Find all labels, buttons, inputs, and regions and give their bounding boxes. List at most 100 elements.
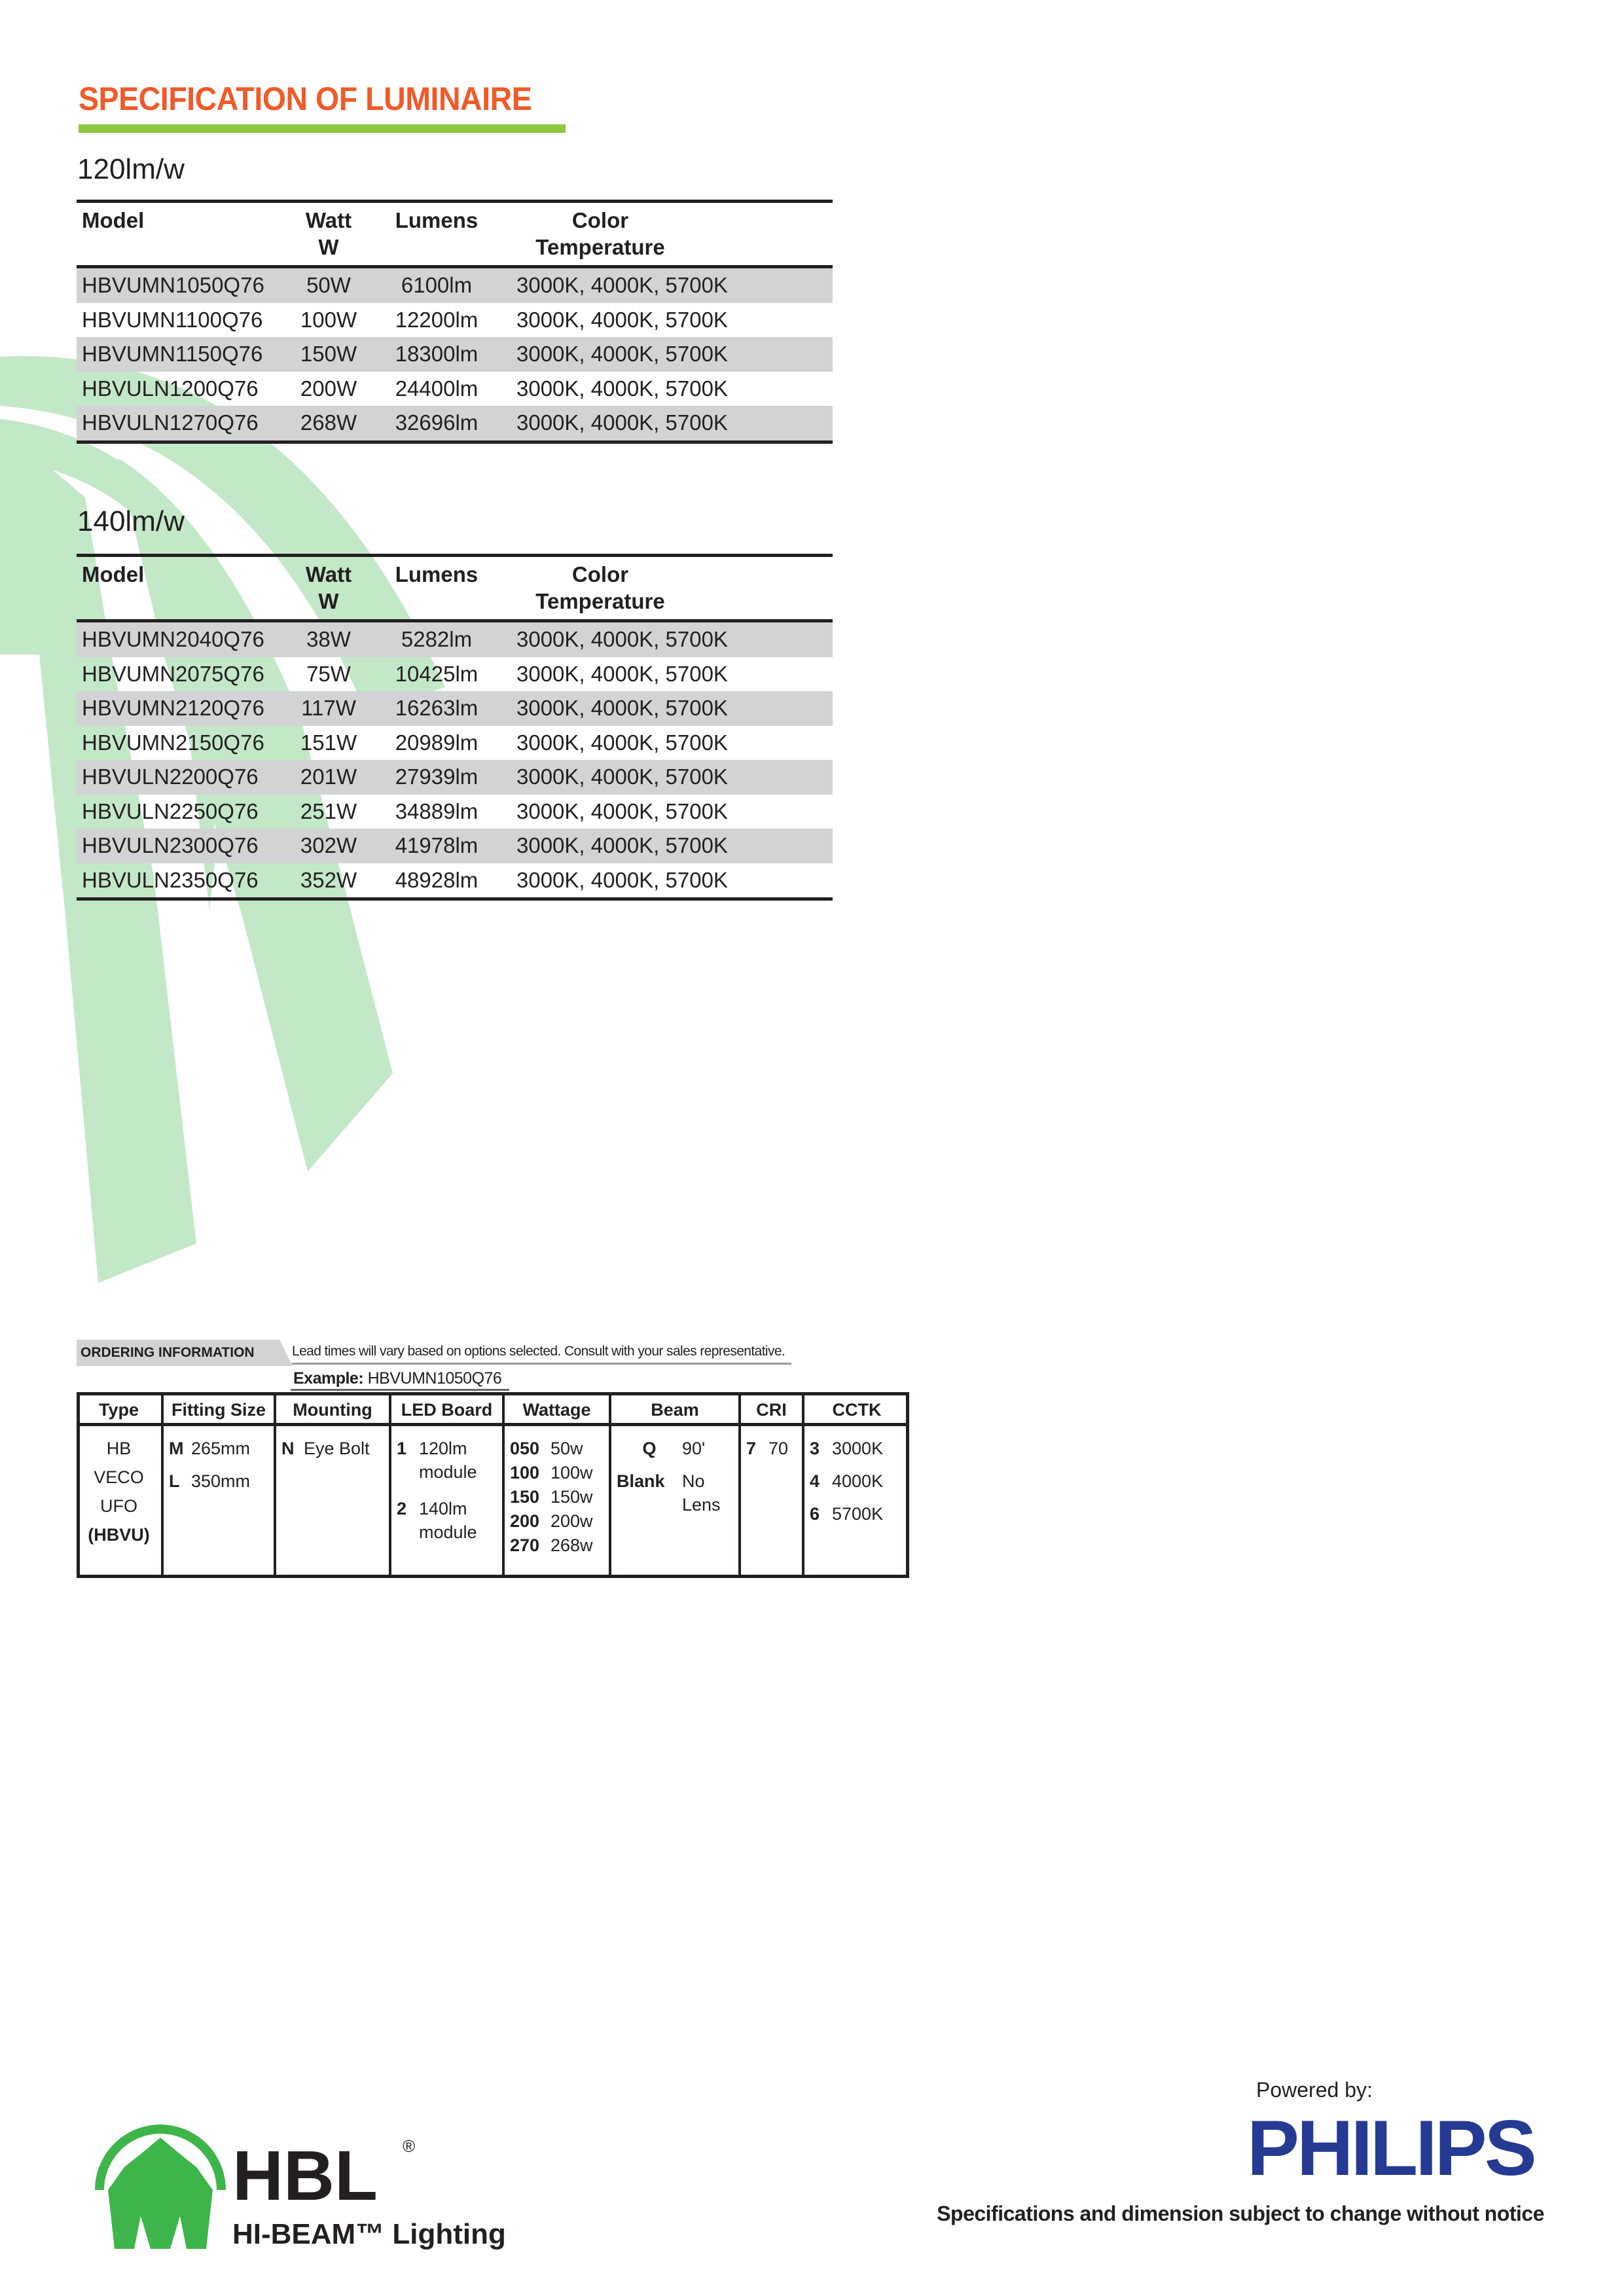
ordering-option: 1 120lm module [397, 1437, 497, 1484]
cell-watt: 150W [300, 342, 357, 366]
ordering-column-header: LED Board [391, 1395, 502, 1426]
cell-lumens: 48928lm [395, 867, 478, 892]
cell-watt: 268W [300, 410, 357, 435]
header-model: Model [82, 562, 145, 586]
option-value: 268w [550, 1535, 593, 1555]
ordering-option: 6 5700K [810, 1502, 904, 1526]
cell-color-temp: 3000K, 4000K, 5700K [516, 696, 728, 720]
option-value: HB [106, 1439, 132, 1458]
cell-model: HBVUMN1100Q76 [82, 307, 263, 332]
ordering-column-body: 1 120lm module 2 140lm module [391, 1426, 502, 1568]
ordering-option: 100 100w [510, 1461, 604, 1485]
table-header: Model Watt W Lumens Color Temperature [77, 203, 833, 268]
ordering-option: VECO [82, 1465, 156, 1489]
cell-color-temp: 3000K, 4000K, 5700K [516, 410, 728, 435]
ordering-option: N Eye Bolt [281, 1437, 384, 1460]
table-row: HBVUMN2075Q76 75W 10425lm 3000K, 4000K, 570… [77, 657, 833, 692]
table-row: HBVULN1270Q76 268W 32696lm 3000K, 4000K, 57… [77, 406, 833, 440]
header-watt: Watt [305, 208, 352, 232]
cell-watt: 100W [300, 307, 357, 332]
table-heading-140: 140lm/w [77, 505, 185, 537]
option-code: Blank [617, 1471, 665, 1491]
option-code: 4 [810, 1471, 820, 1491]
option-value: 4000K [832, 1471, 884, 1491]
ordering-column-header: Beam [611, 1395, 738, 1426]
cell-model: HBVULN2250Q76 [82, 798, 259, 823]
ordering-option: 050 50w [510, 1437, 604, 1461]
ordering-column-body: 3 3000K 4 4000K 6 5700K [804, 1426, 909, 1545]
header-lumens: Lumens [395, 562, 478, 586]
cell-watt: 251W [300, 798, 357, 823]
hbl-tagline: HI-BEAM™ Lighting [232, 2218, 506, 2250]
option-code: 1 [397, 1439, 407, 1458]
option-code: 100 [510, 1463, 540, 1482]
table-row: HBVULN2200Q76 201W 27939lm 3000K, 4000K, 57… [77, 760, 833, 795]
cell-lumens: 18300lm [395, 342, 478, 366]
ordering-column: CCTK 3 3000K 4 4000K 6 5700K [804, 1395, 909, 1575]
option-value: VECO [94, 1467, 144, 1487]
header-watt: Watt [305, 562, 352, 586]
ordering-column-header: CRI [741, 1395, 802, 1426]
cell-lumens: 24400lm [395, 376, 478, 401]
ordering-column-header: Fitting Size [164, 1395, 274, 1426]
example-value: HBVUMN1050Q76 [367, 1369, 502, 1388]
table-row: HBVULN2350Q76 352W 48928lm 3000K, 4000K, 57… [77, 863, 833, 898]
cell-model: HBVUMN2075Q76 [82, 661, 264, 686]
option-value: 3000K [832, 1439, 884, 1458]
cell-color-temp: 3000K, 4000K, 5700K [516, 273, 728, 297]
ordering-column-header: CCTK [804, 1395, 909, 1426]
cell-lumens: 27939lm [395, 764, 478, 789]
cell-color-temp: 3000K, 4000K, 5700K [516, 730, 728, 755]
header-color-2: Temperature [535, 235, 665, 259]
ordering-example: Example: HBVUMN1050Q76 [291, 1369, 510, 1391]
option-value: 140lm module [419, 1499, 477, 1542]
page-title: SPECIFICATION OF LUMINAIRE [79, 81, 532, 117]
header-model: Model [82, 208, 145, 232]
option-code: M [169, 1439, 184, 1458]
cell-color-temp: 3000K, 4000K, 5700K [516, 764, 728, 789]
cell-color-temp: 3000K, 4000K, 5700K [516, 307, 728, 332]
example-label: Example: [293, 1369, 364, 1388]
cell-watt: 117W [301, 696, 356, 720]
cell-color-temp: 3000K, 4000K, 5700K [516, 627, 728, 651]
cell-lumens: 20989lm [395, 730, 478, 755]
table-row: HBVUMN2150Q76 151W 20989lm 3000K, 4000K, 57… [77, 726, 833, 761]
option-value: 5700K [832, 1504, 884, 1524]
ordering-column-header: Type [77, 1395, 161, 1426]
ordering-column: Fitting Size M 265mm L 350mm [164, 1395, 276, 1575]
cell-model: HBVUMN1150Q76 [82, 342, 263, 366]
ordering-option: Q 90' [617, 1437, 733, 1460]
cell-watt: 38W [306, 627, 351, 651]
header-watt-unit: W [318, 589, 339, 613]
cell-model: HBVUMN2120Q76 [82, 696, 264, 720]
cell-color-temp: 3000K, 4000K, 5700K [516, 798, 728, 823]
table-row: HBVUMN1100Q76 100W 12200lm 3000K, 4000K, 57… [77, 303, 833, 338]
option-code: 2 [397, 1499, 407, 1518]
philips-logo: PHILIPS [1247, 2104, 1537, 2192]
option-code: 7 [746, 1439, 757, 1458]
option-value: (HBVU) [88, 1525, 150, 1545]
title-underline [79, 124, 566, 133]
cell-watt: 151W [300, 730, 357, 755]
cell-color-temp: 3000K, 4000K, 5700K [516, 661, 728, 686]
hbl-wordmark: HBL [232, 2136, 378, 2215]
table-row: HBVUMN2040Q76 38W 5282lm 3000K, 4000K, 5700… [77, 622, 833, 657]
cell-model: HBVULN1200Q76 [82, 376, 259, 401]
cell-watt: 201W [300, 764, 357, 789]
spec-table-140: Model Watt W Lumens Color Temperature HBVUMN20… [77, 554, 833, 901]
spec-table-120: Model Watt W Lumens Color Temperature HBVUMN10… [77, 200, 833, 444]
option-value: 50w [550, 1439, 583, 1458]
header-color-2: Temperature [535, 589, 665, 613]
ordering-column-body: 050 50w 100 100w 150 150w 200 200w 270 268w [505, 1426, 609, 1568]
ordering-option: 2 140lm module [397, 1497, 497, 1544]
cell-lumens: 12200lm [395, 307, 478, 332]
ordering-option: Blank No Lens [617, 1469, 733, 1516]
ordering-option: 7 70 [746, 1437, 797, 1460]
option-code: Q [642, 1439, 657, 1458]
table-row: HBVULN2300Q76 302W 41978lm 3000K, 4000K, 57… [77, 829, 833, 863]
ordering-column-header: Wattage [505, 1395, 609, 1426]
cell-model: HBVUMN1050Q76 [82, 273, 264, 297]
disclaimer: Specifications and dimension subject to … [937, 2202, 1544, 2225]
ordering-column: Beam Q 90' Blank No Lens [611, 1395, 741, 1575]
ordering-option: L 350mm [169, 1469, 268, 1493]
